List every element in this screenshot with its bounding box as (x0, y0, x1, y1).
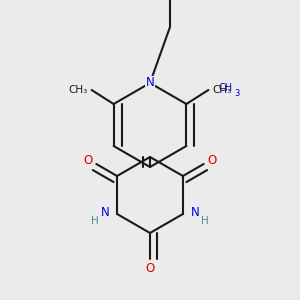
Text: O: O (207, 154, 216, 167)
Text: O: O (84, 154, 93, 167)
Text: H: H (201, 216, 209, 226)
Text: CH₃: CH₃ (68, 85, 88, 95)
Text: CH₃: CH₃ (212, 85, 232, 95)
Text: H: H (91, 216, 99, 226)
Text: N: N (190, 206, 199, 218)
Text: 3: 3 (234, 89, 240, 98)
Text: OH: OH (147, 0, 165, 2)
Text: N: N (146, 76, 154, 89)
Text: N: N (101, 206, 110, 218)
Text: O: O (146, 262, 154, 275)
Text: CH: CH (218, 83, 233, 93)
